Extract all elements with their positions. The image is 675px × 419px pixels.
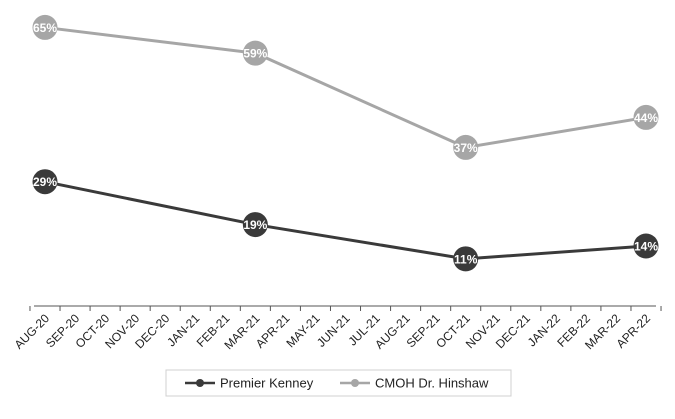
data-point [453, 246, 479, 272]
x-tick-label: AUG-20 [12, 311, 53, 352]
x-tick-label: DEC-21 [493, 311, 533, 351]
data-point [633, 233, 659, 259]
data-point [453, 134, 479, 160]
data-label: 19% [243, 218, 267, 232]
series-line [44, 180, 647, 261]
data-point [242, 40, 268, 66]
data-label: 29% [33, 175, 57, 189]
data-label: 11% [454, 252, 478, 266]
data-label: 65% [33, 21, 57, 35]
x-tick-label: APR-22 [614, 311, 654, 351]
data-label: 37% [454, 141, 478, 155]
legend-swatch-marker [196, 379, 204, 387]
legend: Premier Kenney CMOH Dr. Hinshaw [165, 369, 512, 397]
data-point [633, 104, 659, 130]
legend-swatch-marker [351, 379, 359, 387]
series-layer: 29% 19% 11% 14% 65% 59% 37% 44% [32, 14, 659, 272]
x-tick-label: MAY-21 [283, 311, 322, 350]
data-point [32, 169, 58, 195]
data-label: 14% [634, 240, 658, 254]
series-2: 65% 59% 37% 44% [32, 14, 659, 160]
x-axis: AUG-20SEP-20OCT-20NOV-20DEC-20JAN-21FEB-… [12, 305, 662, 352]
data-label: 59% [243, 47, 267, 61]
data-label: 44% [634, 111, 658, 125]
legend-label: CMOH Dr. Hinshaw [375, 376, 489, 391]
data-point [32, 14, 58, 40]
series-1: 29% 19% 11% 14% [32, 169, 659, 272]
legend-frame [165, 369, 512, 397]
x-tick-label: DEC-20 [132, 311, 172, 351]
series-line [44, 25, 647, 149]
x-tick-label: JUN-21 [314, 311, 353, 350]
data-point [242, 212, 268, 238]
legend-label: Premier Kenney [220, 376, 314, 391]
